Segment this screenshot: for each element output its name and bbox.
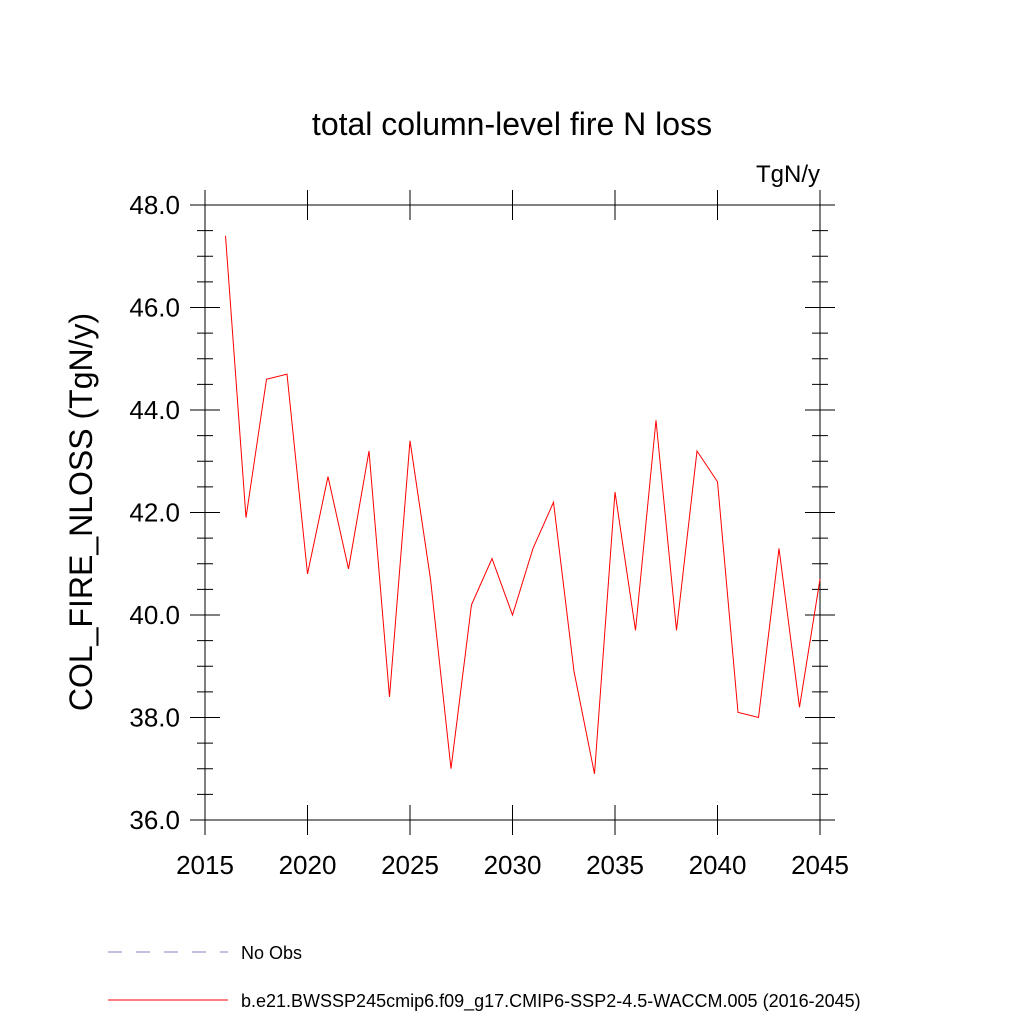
y-tick-label: 40.0 [129,600,180,630]
x-tick-label: 2030 [484,850,542,880]
x-tick-label: 2045 [791,850,849,880]
x-tick-label: 2020 [279,850,337,880]
series-line-0 [225,235,821,774]
legend-label-no-obs: No Obs [241,943,302,963]
x-tick-labels: 2015 2020 2025 2030 2035 2040 2045 [176,850,849,880]
x-tick-label: 2035 [586,850,644,880]
legend-label-model: b.e21.BWSSP245cmip6.f09_g17.CMIP6-SSP2-4… [241,991,861,1012]
chart-title: total column-level fire N loss [312,106,712,142]
plot-frame [204,204,821,821]
y-axis-label: COL_FIRE_NLOSS (TgN/y) [63,313,99,711]
y-tick-label: 38.0 [129,703,180,733]
y-tick-label: 42.0 [129,498,180,528]
axis-ticks [190,190,835,835]
x-tick-label: 2025 [381,850,439,880]
y-tick-label: 48.0 [129,190,180,220]
x-tick-label: 2040 [689,850,747,880]
legend: No Obs b.e21.BWSSP245cmip6.f09_g17.CMIP6… [108,943,861,1012]
series-layer [225,235,821,774]
y-tick-labels: 36.0 38.0 40.0 42.0 44.0 46.0 48.0 [129,190,180,835]
x-tick-label: 2015 [176,850,234,880]
y-tick-label: 46.0 [129,293,180,323]
y-tick-label: 44.0 [129,395,180,425]
units-label: TgN/y [756,161,820,188]
y-tick-label: 36.0 [129,805,180,835]
